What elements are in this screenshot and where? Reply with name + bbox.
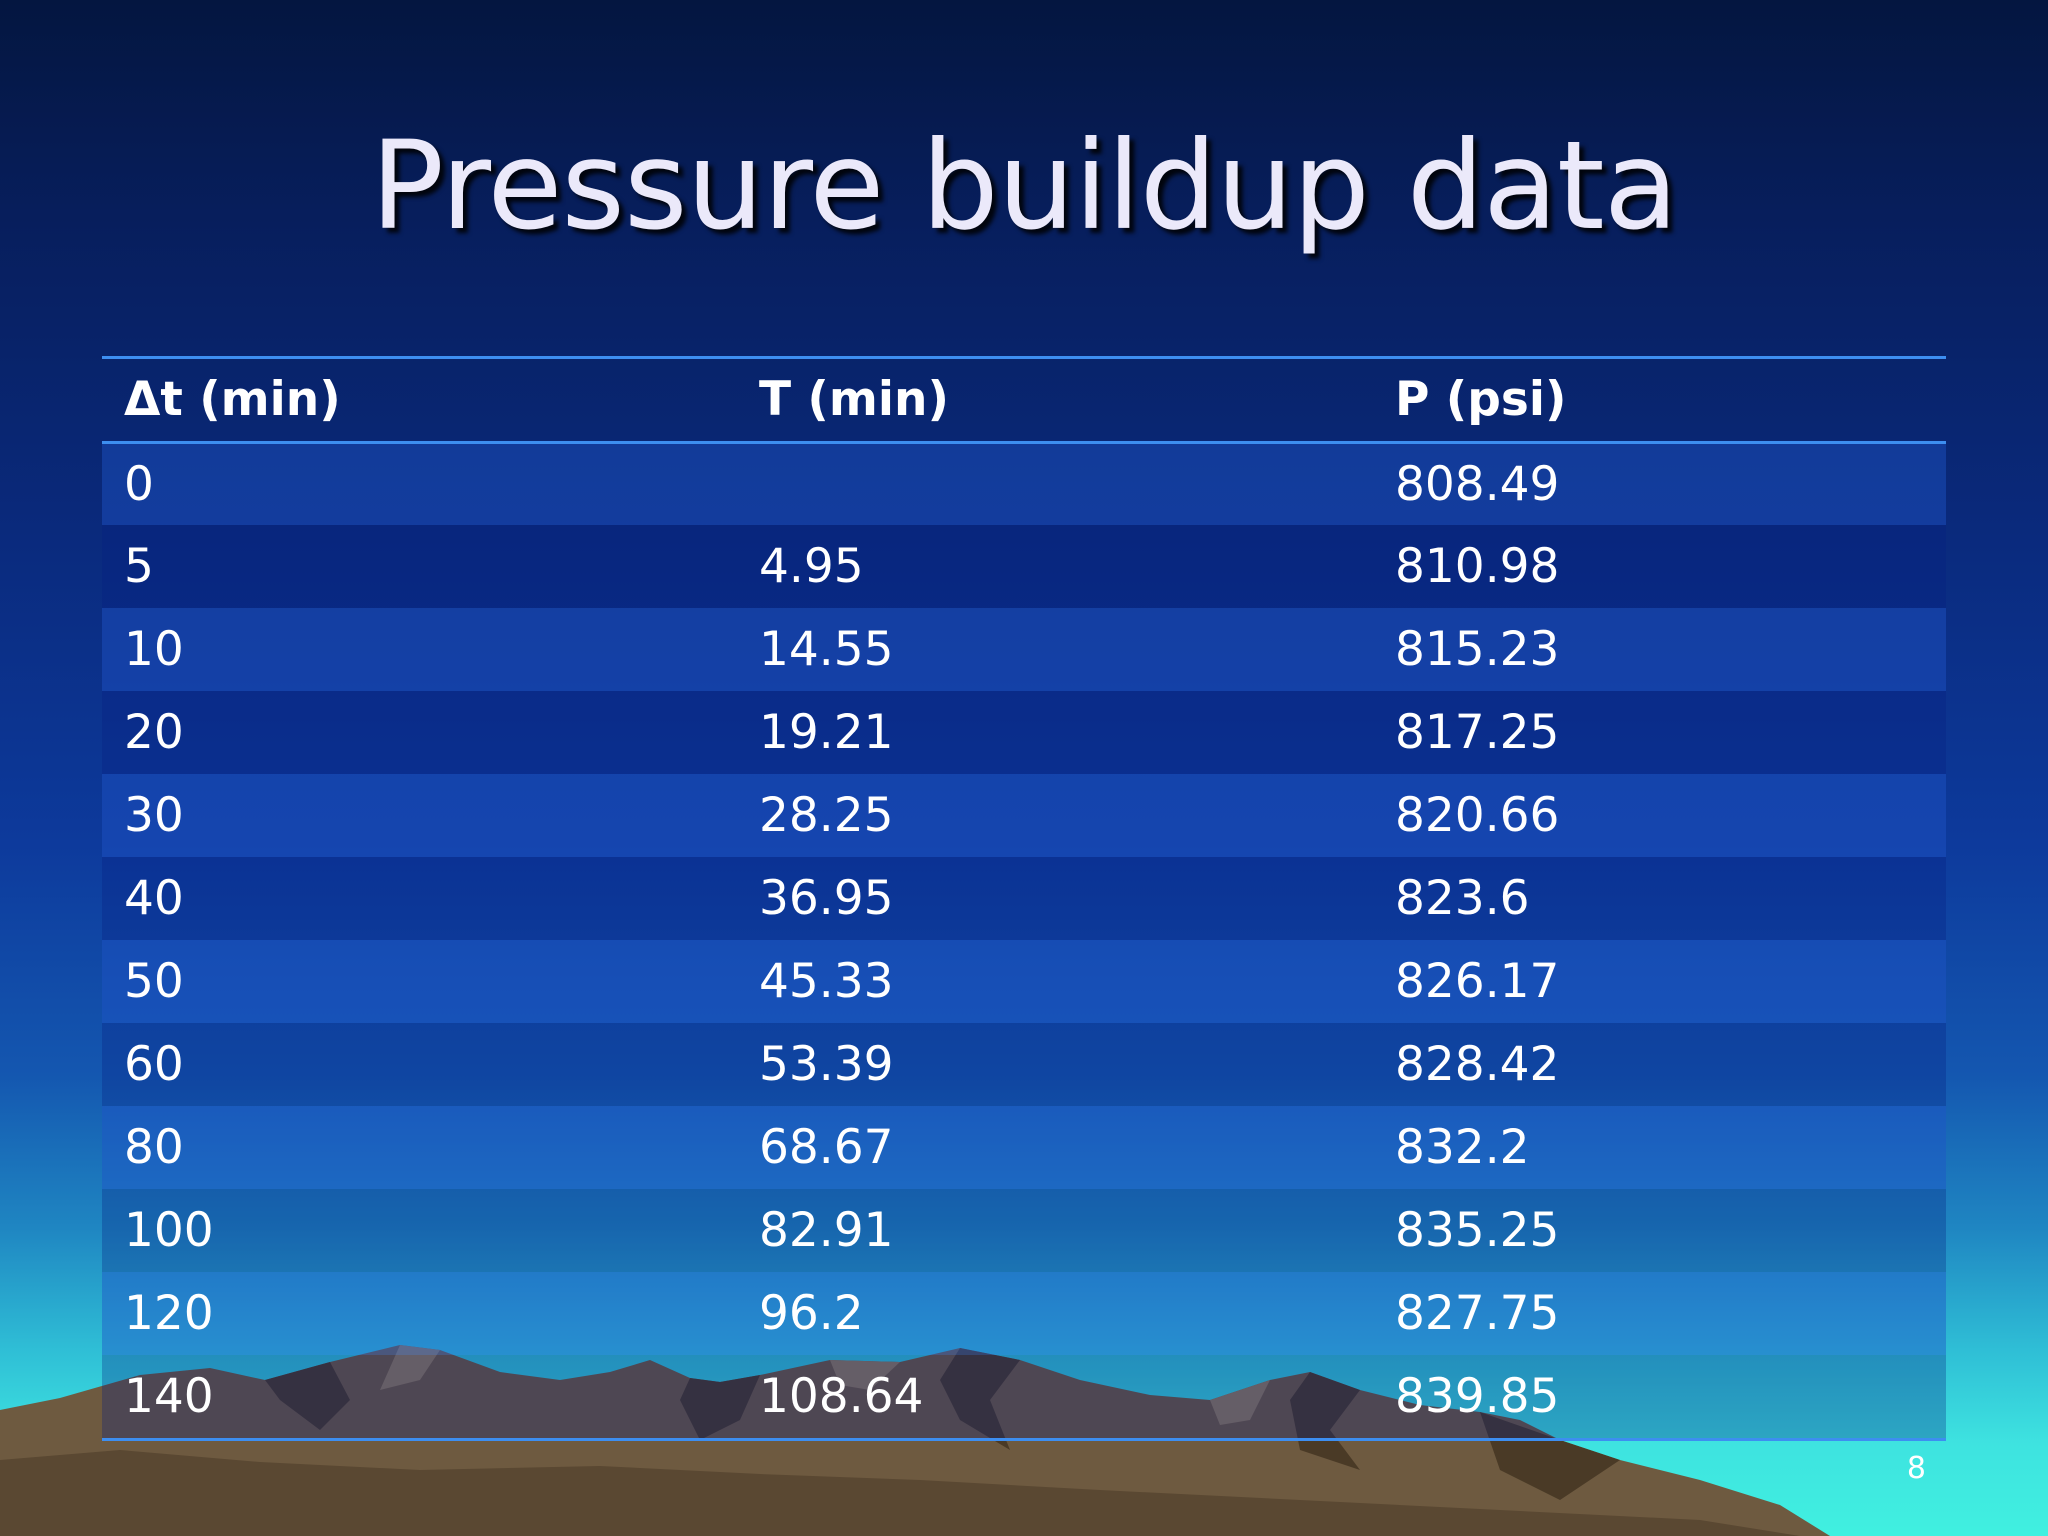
table-row: 40 36.95 823.6 — [102, 857, 1946, 940]
cell-p: 826.17 — [1395, 954, 1560, 1009]
table-row: 100 82.91 835.25 — [102, 1189, 1946, 1272]
cell-p: 810.98 — [1395, 539, 1560, 594]
cell-t: 96.2 — [759, 1286, 864, 1341]
cell-delta-t: 0 — [124, 456, 154, 512]
cell-p: 839.85 — [1395, 1369, 1560, 1424]
cell-t: 68.67 — [759, 1120, 894, 1175]
table-row: 120 96.2 827.75 — [102, 1272, 1946, 1355]
header-p: P (psi) — [1395, 372, 1567, 428]
cell-p: 827.75 — [1395, 1286, 1560, 1341]
cell-t: 28.25 — [759, 788, 894, 843]
cell-delta-t: 30 — [124, 788, 184, 843]
header-t: T (min) — [759, 372, 949, 428]
cell-t: 36.95 — [759, 871, 894, 926]
table-row: 80 68.67 832.2 — [102, 1106, 1946, 1189]
slide-number: 8 — [1906, 1451, 1926, 1486]
cell-t: 45.33 — [759, 954, 894, 1009]
cell-delta-t: 10 — [124, 622, 184, 677]
cell-t: 53.39 — [759, 1037, 894, 1092]
cell-p: 835.25 — [1395, 1203, 1560, 1258]
cell-delta-t: 140 — [124, 1369, 214, 1424]
table-row: 10 14.55 815.23 — [102, 608, 1946, 691]
table-row: 5 4.95 810.98 — [102, 525, 1946, 608]
cell-p: 817.25 — [1395, 705, 1560, 760]
table-row: 60 53.39 828.42 — [102, 1023, 1946, 1106]
cell-delta-t: 5 — [124, 539, 154, 594]
cell-delta-t: 120 — [124, 1286, 214, 1341]
cell-p: 808.49 — [1395, 456, 1560, 512]
table-row: 30 28.25 820.66 — [102, 774, 1946, 857]
table-row: 140 108.64 839.85 — [102, 1355, 1946, 1438]
table-header-row: Δt (min) T (min) P (psi) — [102, 359, 1946, 442]
cell-delta-t: 80 — [124, 1120, 184, 1175]
data-table: Δt (min) T (min) P (psi) 0 808.49 5 4.95… — [102, 356, 1946, 1441]
cell-p: 823.6 — [1395, 871, 1530, 926]
cell-t: 4.95 — [759, 539, 864, 594]
cell-delta-t: 50 — [124, 954, 184, 1009]
cell-t: 82.91 — [759, 1203, 894, 1258]
table-row: 20 19.21 817.25 — [102, 691, 1946, 774]
table-row: 0 808.49 — [102, 442, 1946, 525]
cell-delta-t: 100 — [124, 1203, 214, 1258]
cell-p: 832.2 — [1395, 1120, 1530, 1175]
cell-t: 14.55 — [759, 622, 894, 677]
cell-p: 815.23 — [1395, 622, 1560, 677]
cell-t — [737, 442, 1373, 525]
cell-delta-t: 60 — [124, 1037, 184, 1092]
table-row: 50 45.33 826.17 — [102, 940, 1946, 1023]
header-delta-t: Δt (min) — [124, 372, 341, 428]
cell-p: 828.42 — [1395, 1037, 1560, 1092]
cell-t: 19.21 — [759, 705, 894, 760]
cell-p: 820.66 — [1395, 788, 1560, 843]
cell-delta-t: 20 — [124, 705, 184, 760]
cell-delta-t: 40 — [124, 871, 184, 926]
mountain-shadow — [265, 1348, 1620, 1500]
cell-t: 108.64 — [759, 1369, 924, 1424]
foreground-ground — [0, 1450, 1800, 1536]
slide-title: Pressure buildup data — [370, 115, 1678, 257]
